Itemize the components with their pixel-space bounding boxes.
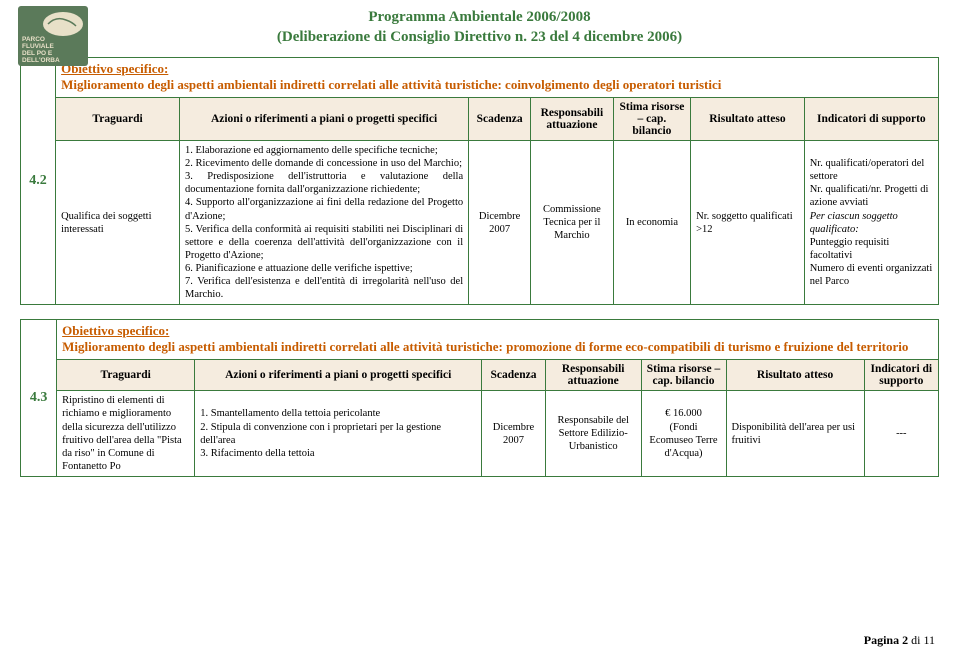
cell-scadenza-43: Dicembre 2007 — [482, 391, 546, 477]
footer-total: 11 — [923, 633, 935, 647]
col-responsabili-43: Responsabili attuazione — [545, 360, 641, 391]
park-logo: PARCO FLUVIALE DEL PO E DELL'ORBA — [18, 6, 88, 66]
svg-text:DEL PO E: DEL PO E — [22, 50, 53, 57]
header-title-2: (Deliberazione di Consiglio Direttivo n.… — [20, 28, 939, 48]
col-azioni-42: Azioni o riferimenti a piani o progetti … — [180, 97, 469, 140]
svg-text:DELL'ORBA: DELL'ORBA — [22, 57, 60, 64]
table-section-42: 4.2 Obiettivo specifico: Miglioramento d… — [20, 57, 939, 305]
header-row-42: Traguardi Azioni o riferimenti a piani o… — [21, 97, 939, 140]
col-azioni-43: Azioni o riferimenti a piani o progetti … — [195, 360, 482, 391]
table-section-43: 4.3 Obiettivo specifico: Miglioramento d… — [20, 319, 939, 477]
col-responsabili-42: Responsabili attuazione — [531, 97, 614, 140]
svg-text:PARCO: PARCO — [22, 36, 45, 43]
objective-cell-43: Obiettivo specifico: Miglioramento degli… — [57, 320, 939, 360]
objective-row-43: 4.3 Obiettivo specifico: Miglioramento d… — [21, 320, 939, 360]
objective-label-43: Obiettivo specifico: — [62, 323, 169, 338]
col-stima-43: Stima risorse – cap. bilancio — [641, 360, 726, 391]
footer-di: di — [911, 633, 920, 647]
cell-scadenza-42: Dicembre 2007 — [469, 140, 531, 305]
page-footer: Pagina 2 di 11 — [864, 633, 935, 648]
svg-text:FLUVIALE: FLUVIALE — [22, 43, 54, 50]
col-risultato-42: Risultato atteso — [691, 97, 805, 140]
section-number-42: 4.2 — [21, 58, 56, 305]
col-risultato-43: Risultato atteso — [726, 360, 864, 391]
objective-cell-42: Obiettivo specifico: Miglioramento degli… — [56, 58, 939, 98]
cell-responsabili-43: Responsabile del Settore Edilizio-Urbani… — [545, 391, 641, 477]
cell-indicatori-42: Nr. qualificati/operatori del settoreNr.… — [804, 140, 938, 305]
footer-pagina: Pagina — [864, 633, 899, 647]
col-scadenza-42: Scadenza — [469, 97, 531, 140]
cell-stima-43: € 16.000(Fondi Ecomuseo Terre d'Acqua) — [641, 391, 726, 477]
header-title-1: Programma Ambientale 2006/2008 — [20, 8, 939, 28]
cell-azioni-43: 1. Smantellamento della tettoia pericola… — [195, 391, 482, 477]
cell-responsabili-42: Commissione Tecnica per il Marchio — [531, 140, 614, 305]
cell-risultato-42: Nr. soggetto qualificati >12 — [691, 140, 805, 305]
data-row-42: Qualifica dei soggetti interessati 1. El… — [21, 140, 939, 305]
col-indicatori-42: Indicatori di supporto — [804, 97, 938, 140]
objective-text-43: Miglioramento degli aspetti ambientali i… — [62, 339, 908, 354]
col-indicatori-43: Indicatori di supporto — [864, 360, 938, 391]
objective-row-42: 4.2 Obiettivo specifico: Miglioramento d… — [21, 58, 939, 98]
cell-indicatori-43: --- — [864, 391, 938, 477]
header-row-43: Traguardi Azioni o riferimenti a piani o… — [21, 360, 939, 391]
cell-azioni-42: 1. Elaborazione ed aggiornamento delle s… — [180, 140, 469, 305]
cell-traguardi-42: Qualifica dei soggetti interessati — [56, 140, 180, 305]
section-number-43: 4.3 — [21, 320, 57, 477]
cell-risultato-43: Disponibilità dell'area per usi fruitivi — [726, 391, 864, 477]
col-scadenza-43: Scadenza — [482, 360, 546, 391]
col-traguardi-42: Traguardi — [56, 97, 180, 140]
document-header: Programma Ambientale 2006/2008 (Delibera… — [20, 8, 939, 47]
col-stima-42: Stima risorse – cap. bilancio — [613, 97, 690, 140]
data-row-43: Ripristino di elementi di richiamo e mig… — [21, 391, 939, 477]
cell-stima-42: In economia — [613, 140, 690, 305]
col-traguardi-43: Traguardi — [57, 360, 195, 391]
cell-traguardi-43: Ripristino di elementi di richiamo e mig… — [57, 391, 195, 477]
objective-text-42: Miglioramento degli aspetti ambientali i… — [61, 77, 721, 92]
footer-num: 2 — [902, 633, 908, 647]
